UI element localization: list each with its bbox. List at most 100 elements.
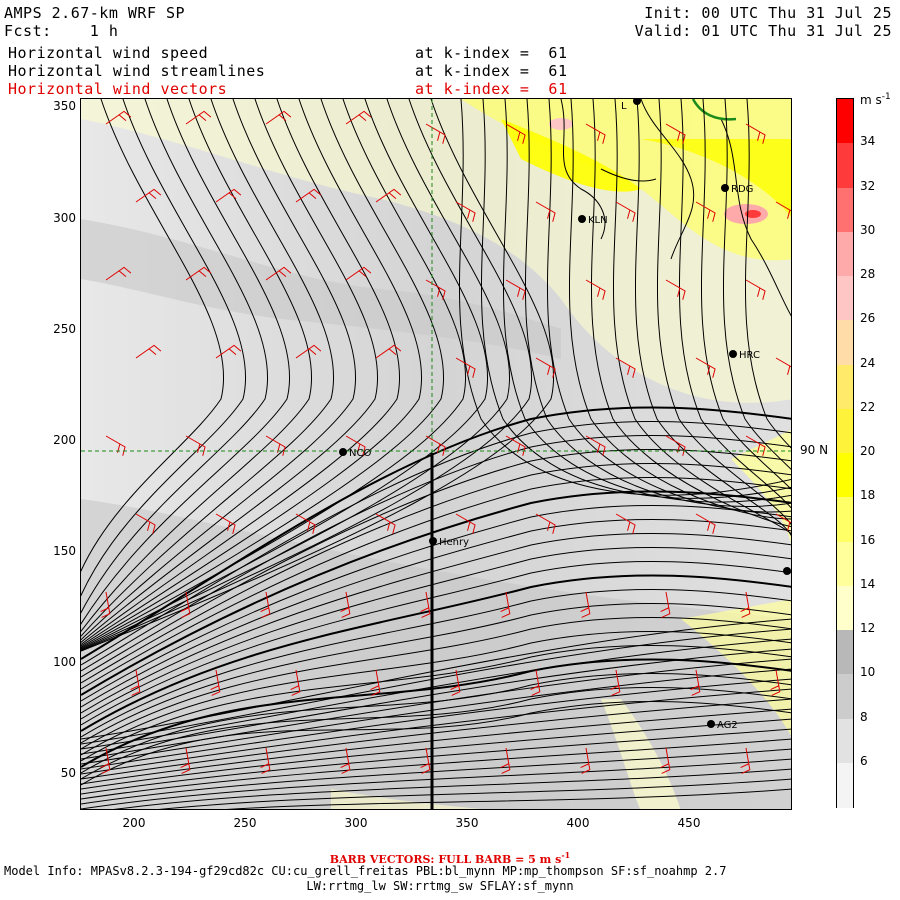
wind-barb — [455, 201, 476, 222]
streamline — [480, 99, 791, 499]
station-unlabeled — [783, 567, 791, 575]
colorbar-label: 18 — [860, 488, 876, 503]
wind-barb — [370, 669, 381, 696]
wind-barb — [265, 110, 292, 125]
streamline — [81, 560, 791, 726]
station-label: AG2 — [717, 720, 738, 731]
streamline — [81, 688, 791, 775]
streamline — [81, 99, 555, 652]
model-title: AMPS 2.67-km WRF SP — [4, 4, 186, 22]
valid-time: Valid: 01 UTC Thu 31 Jul 25 — [634, 22, 892, 40]
station-marker — [783, 567, 791, 575]
streamline — [81, 420, 791, 666]
streamline — [81, 718, 791, 790]
wind-barb — [615, 513, 636, 534]
streamline — [81, 630, 791, 756]
wind-barb — [665, 123, 686, 144]
wind-barb — [455, 357, 476, 378]
streamline — [546, 99, 791, 513]
wind-barb — [695, 357, 716, 378]
map-panel[interactable]: 180 NCO KLN RDG HRC Henry AG2 L — [80, 98, 792, 810]
wind-barb — [745, 435, 766, 456]
colorbar-segment — [837, 99, 853, 144]
wind-barb — [615, 357, 636, 378]
station-label: HRC — [739, 350, 760, 361]
streamline — [81, 99, 489, 650]
colorbar-label: 28 — [860, 267, 876, 281]
station-marker — [429, 537, 437, 545]
streamline — [81, 476, 791, 690]
station-kln: KLN — [578, 215, 608, 226]
wind-barb — [425, 435, 446, 456]
colorbar-label: 26 — [860, 311, 876, 326]
colorbar-label: 10 — [860, 665, 876, 680]
wind-barb — [740, 747, 751, 774]
streamline — [81, 99, 357, 641]
streamline — [81, 99, 423, 647]
streamline — [700, 99, 791, 490]
colorbar-segment — [837, 585, 853, 631]
station-nco: NCO — [339, 448, 371, 459]
init-time: Init: 00 UTC Thu 31 Jul 25 — [644, 4, 892, 22]
parallel-label: 90 N — [800, 443, 829, 457]
streamline — [81, 708, 791, 785]
colorbar-segment — [837, 674, 853, 719]
streamline — [634, 99, 791, 537]
colorbar-label: 12 — [860, 621, 876, 635]
streamline — [81, 668, 791, 765]
colorbar-segment — [837, 143, 853, 188]
wind-barb — [295, 513, 316, 534]
colorbar-label: 24 — [860, 355, 876, 370]
x-tick: 250 — [233, 816, 257, 830]
y-tick: 300 — [53, 211, 76, 225]
y-tick: 50 — [60, 766, 76, 780]
streamline — [226, 788, 791, 809]
wind-barb — [775, 201, 791, 219]
wind-barb — [530, 669, 541, 696]
wind-barb — [265, 266, 292, 281]
colorbar-label: 14 — [860, 576, 876, 591]
wind-barb — [185, 110, 212, 125]
colorbar-segment — [837, 453, 853, 498]
station-marker — [339, 448, 347, 456]
wind-barb — [580, 591, 591, 618]
wind-barb — [660, 591, 671, 618]
wind-barb — [695, 201, 716, 222]
streamline — [81, 616, 791, 750]
streamline — [744, 99, 791, 449]
streamline — [81, 648, 791, 755]
wind-barb — [185, 435, 206, 456]
streamline — [81, 758, 791, 809]
wind-barb — [105, 266, 132, 281]
meridian-label: 180 — [421, 99, 440, 100]
y-tick: 100 — [53, 655, 76, 669]
streamline — [81, 99, 335, 637]
streamline — [81, 518, 791, 708]
colorbar-segment — [837, 718, 853, 764]
y-tick: 250 — [53, 322, 76, 336]
layer-name-speed: Horizontal wind speed — [8, 44, 209, 62]
station-henry: Henry — [429, 537, 469, 548]
wind-barb — [100, 747, 111, 774]
streamline — [81, 99, 379, 643]
wind-barb — [210, 669, 221, 696]
wind-barb — [100, 591, 111, 618]
wind-barb — [665, 279, 686, 300]
streamline — [81, 748, 791, 805]
station-hrc: HRC — [729, 350, 760, 361]
station-marker — [633, 99, 641, 105]
streamline — [81, 434, 791, 672]
station-l: L — [621, 99, 641, 112]
streamline — [722, 99, 791, 470]
colorbar-label: 34 — [860, 134, 876, 149]
streamline — [81, 546, 791, 720]
wind-barb — [745, 279, 766, 300]
streamline — [158, 778, 791, 809]
streamlines — [81, 99, 791, 809]
colorbar-label: 16 — [860, 532, 876, 547]
colorbar — [836, 98, 854, 808]
wind-barb — [295, 188, 322, 203]
wind-barb — [580, 747, 591, 774]
station-marker — [721, 184, 729, 192]
wind-barb — [375, 513, 396, 534]
